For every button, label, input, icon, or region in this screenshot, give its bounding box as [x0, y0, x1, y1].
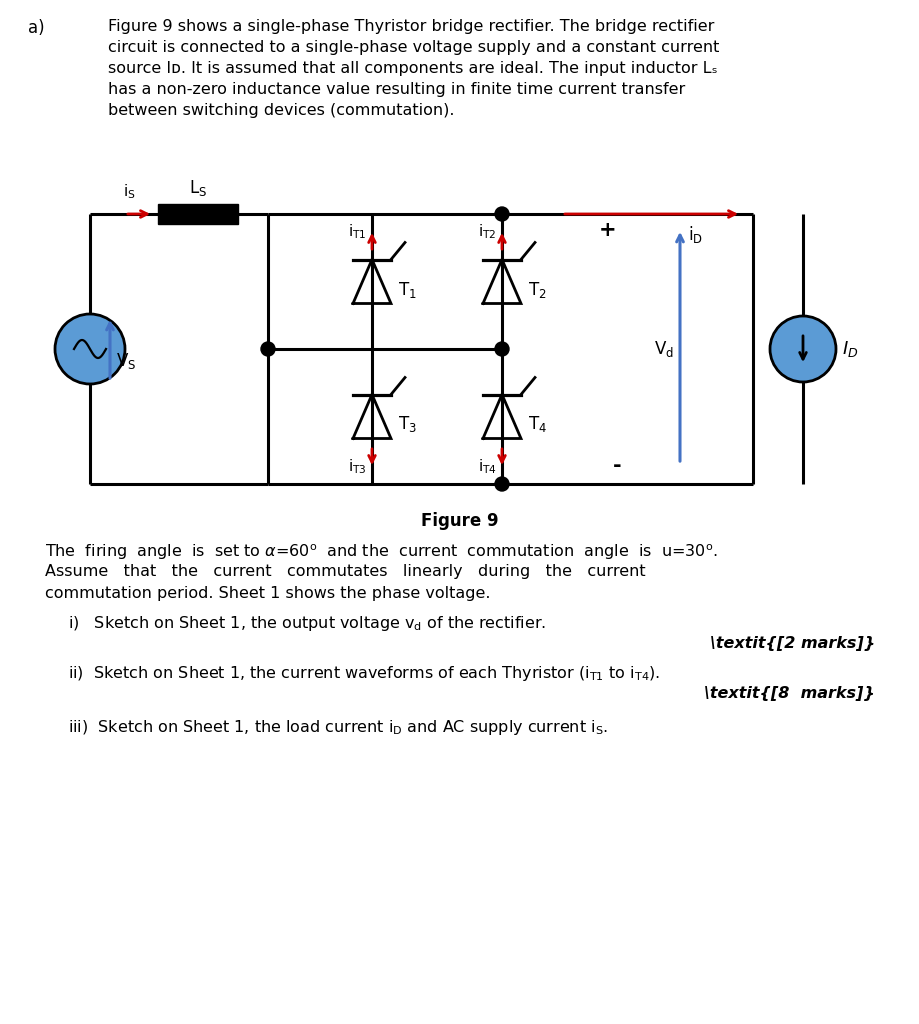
Bar — [158, 204, 238, 224]
Text: i$_\mathregular{S}$: i$_\mathregular{S}$ — [123, 182, 135, 201]
Text: T$_\mathregular{1}$: T$_\mathregular{1}$ — [398, 280, 416, 299]
Text: ii)  Sketch on Sheet 1, the current waveforms of each Thyristor (i$_\mathregular: ii) Sketch on Sheet 1, the current wavef… — [68, 664, 660, 683]
Text: a): a) — [28, 19, 45, 37]
Circle shape — [769, 316, 835, 382]
Text: T$_\mathregular{4}$: T$_\mathregular{4}$ — [528, 415, 547, 434]
Text: V$_\mathregular{S}$: V$_\mathregular{S}$ — [116, 351, 136, 371]
Text: between switching devices (commutation).: between switching devices (commutation). — [108, 103, 454, 118]
Text: Figure 9: Figure 9 — [421, 512, 498, 530]
Text: +: + — [598, 220, 616, 240]
Text: T$_\mathregular{2}$: T$_\mathregular{2}$ — [528, 280, 546, 299]
Text: i$_\mathregular{T4}$: i$_\mathregular{T4}$ — [478, 458, 496, 476]
Text: -: - — [613, 456, 621, 476]
Circle shape — [261, 342, 275, 356]
Text: has a non-zero inductance value resulting in finite time current transfer: has a non-zero inductance value resultin… — [108, 82, 685, 97]
Text: i$_\mathregular{T1}$: i$_\mathregular{T1}$ — [348, 222, 367, 241]
Text: source Iᴅ. It is assumed that all components are ideal. The input inductor Lₛ: source Iᴅ. It is assumed that all compon… — [108, 61, 717, 76]
Text: \textit{[8  marks]}: \textit{[8 marks]} — [703, 686, 874, 701]
Text: The  firing  angle  is  set to $\alpha$=60$^{\mathregular{o}}$  and the  current: The firing angle is set to $\alpha$=60$^… — [45, 542, 717, 561]
Text: i$_\mathregular{D}$: i$_\mathregular{D}$ — [687, 224, 702, 245]
Text: i$_\mathregular{T2}$: i$_\mathregular{T2}$ — [478, 222, 496, 241]
Circle shape — [55, 314, 125, 384]
Circle shape — [494, 342, 508, 356]
Text: \textit{[2 marks]}: \textit{[2 marks]} — [709, 636, 874, 651]
Text: Assume   that   the   current   commutates   linearly   during   the   current: Assume that the current commutates linea… — [45, 564, 645, 579]
Text: iii)  Sketch on Sheet 1, the load current i$_\mathregular{D}$ and AC supply curr: iii) Sketch on Sheet 1, the load current… — [68, 718, 607, 737]
Text: i)   Sketch on Sheet 1, the output voltage v$_\mathregular{d}$ of the rectifier.: i) Sketch on Sheet 1, the output voltage… — [68, 614, 546, 633]
Circle shape — [494, 477, 508, 490]
Text: i$_\mathregular{T3}$: i$_\mathregular{T3}$ — [347, 458, 367, 476]
Text: I$_\mathregular{D}$: I$_\mathregular{D}$ — [841, 339, 857, 359]
Text: L$_\mathregular{S}$: L$_\mathregular{S}$ — [188, 178, 207, 198]
Text: T$_\mathregular{3}$: T$_\mathregular{3}$ — [398, 415, 416, 434]
Text: circuit is connected to a single-phase voltage supply and a constant current: circuit is connected to a single-phase v… — [108, 40, 719, 55]
Text: Figure 9 shows a single-phase Thyristor bridge rectifier. The bridge rectifier: Figure 9 shows a single-phase Thyristor … — [108, 19, 713, 34]
Text: V$_\mathregular{d}$: V$_\mathregular{d}$ — [653, 339, 674, 359]
Circle shape — [494, 207, 508, 221]
Text: commutation period. Sheet 1 shows the phase voltage.: commutation period. Sheet 1 shows the ph… — [45, 586, 490, 601]
